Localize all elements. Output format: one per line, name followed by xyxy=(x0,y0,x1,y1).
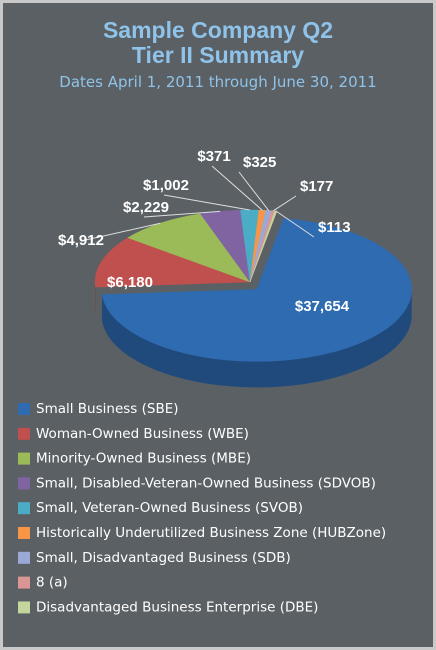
data-label: $177 xyxy=(300,178,333,195)
leader-line xyxy=(211,165,263,211)
legend-label: Small, Disabled-Veteran-Owned Business (… xyxy=(36,475,376,491)
leader-line xyxy=(272,195,297,212)
chart-caption: Dates April 1, 2011 through June 30, 201… xyxy=(59,73,376,91)
slice xyxy=(101,218,412,388)
slice-top xyxy=(94,237,251,288)
leader-line xyxy=(143,210,221,218)
leader-line xyxy=(275,210,315,238)
slice-side xyxy=(102,289,412,388)
chart-title: Sample Company Q2 xyxy=(103,17,333,43)
legend-label: Woman-Owned Business (WBE) xyxy=(36,426,249,442)
legend-label: Small, Veteran-Owned Business (SVOB) xyxy=(36,500,303,516)
legend-swatch xyxy=(18,527,30,539)
leader-line xyxy=(80,222,161,242)
data-label: $1,002 xyxy=(143,177,189,194)
data-label: $113 xyxy=(318,219,351,236)
data-label: $6,180 xyxy=(107,274,153,291)
data-label: $325 xyxy=(243,154,276,171)
legend-swatch xyxy=(18,502,30,515)
legend-swatch xyxy=(18,477,30,490)
legend-label: 8 (a) xyxy=(36,575,68,591)
leader-line xyxy=(163,194,250,211)
legend-label: Disadvantaged Business Enterprise (DBE) xyxy=(36,599,318,615)
legend-swatch xyxy=(18,601,30,614)
legend-label: Minority-Owned Business (MBE) xyxy=(36,451,251,467)
slice xyxy=(94,237,251,314)
legend-swatch xyxy=(18,452,30,465)
data-label: $371 xyxy=(197,148,230,165)
slice-top xyxy=(101,218,412,362)
legend-label: Historically Underutilized Business Zone… xyxy=(36,525,386,541)
slice xyxy=(127,213,251,283)
data-label: $37,654 xyxy=(295,298,350,315)
legend-swatch xyxy=(18,576,30,589)
leader-line xyxy=(238,171,270,211)
legend-swatch xyxy=(18,551,30,564)
slice-top xyxy=(127,213,251,283)
legend-swatch xyxy=(18,427,30,440)
legend-swatch xyxy=(18,403,30,415)
slice-side-shade xyxy=(102,289,412,388)
legend-label: Small, Disadvantaged Business (SDB) xyxy=(36,550,291,566)
legend-label: Small Business (SBE) xyxy=(36,401,179,417)
chart-subtitle: Tier II Summary xyxy=(132,42,304,68)
data-label: $2,229 xyxy=(123,199,169,216)
data-label: $4,912 xyxy=(58,232,104,249)
